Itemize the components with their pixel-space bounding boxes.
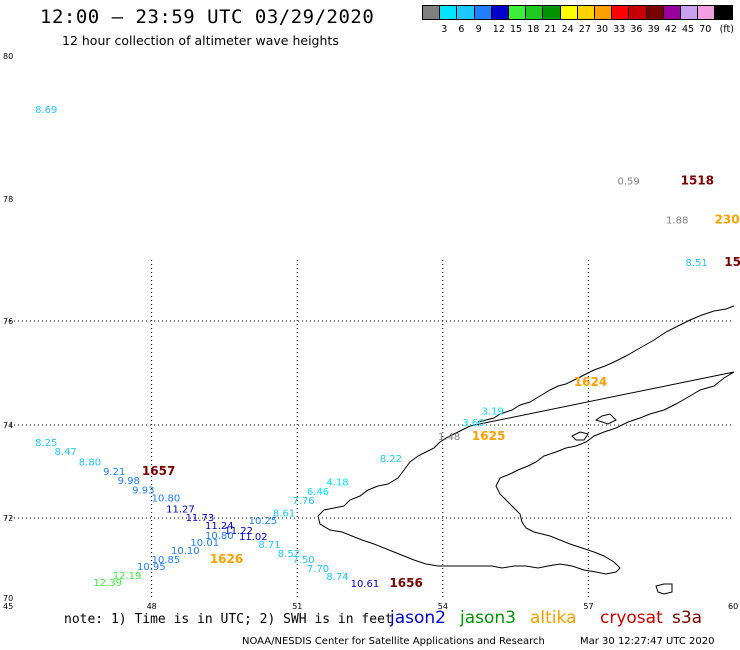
legend-jason3: jason3 bbox=[460, 608, 516, 628]
scale-tick-label: 45 bbox=[682, 24, 695, 35]
wave-height-label: 10.10 bbox=[171, 546, 200, 557]
wave-height-label: 8.71 bbox=[258, 540, 280, 551]
wave-height-label: 9.98 bbox=[118, 476, 140, 487]
observation-time-label: 2301 bbox=[715, 212, 740, 226]
wave-height-label: 8.22 bbox=[380, 454, 402, 465]
observation-time-label: 1518 bbox=[681, 174, 714, 188]
wave-height-label: 7.76 bbox=[292, 496, 314, 507]
scale-tick-label: 18 bbox=[527, 24, 540, 35]
observation-time-label: 1626 bbox=[210, 552, 243, 566]
wave-height-label: 8.25 bbox=[35, 438, 57, 449]
wave-height-label: 10.85 bbox=[152, 555, 181, 566]
observation-time-label: 1517 bbox=[724, 255, 740, 269]
latitude-label: 80 bbox=[3, 52, 13, 61]
longitude-label: 51 bbox=[292, 602, 302, 611]
legend-s3a: s3a bbox=[672, 608, 703, 628]
scale-tick-label: 15 bbox=[510, 24, 523, 35]
latitude-label: 70 bbox=[3, 594, 13, 603]
scale-tick-label: 3 bbox=[441, 24, 448, 35]
wave-height-label: 10.80 bbox=[152, 494, 181, 505]
wave-height-label: 3.19 bbox=[482, 407, 504, 418]
wave-height-label: 10.80 bbox=[205, 531, 234, 542]
wave-height-label: 4.18 bbox=[326, 477, 348, 488]
wave-height-label: 8.69 bbox=[35, 105, 57, 116]
scale-tick-label: 27 bbox=[578, 24, 591, 35]
scale-tick-label: 21 bbox=[544, 24, 557, 35]
wave-height-label: 8.61 bbox=[273, 509, 295, 520]
latitude-label: 78 bbox=[3, 195, 13, 204]
wave-height-label: 11.27 bbox=[166, 504, 195, 515]
longitude-label: 48 bbox=[147, 602, 157, 611]
wave-height-label: 9.93 bbox=[132, 485, 154, 496]
wave-height-label: 8.74 bbox=[326, 572, 348, 583]
legend-jason2: jason2 bbox=[390, 608, 446, 628]
wave-height-label: 3.60 bbox=[462, 418, 484, 429]
latitude-label: 74 bbox=[3, 421, 13, 430]
scale-tick-label: 9 bbox=[475, 24, 482, 35]
scale-tick-label: 36 bbox=[630, 24, 643, 35]
observation-time-label: 1657 bbox=[142, 464, 175, 478]
wave-height-label: 8.52 bbox=[278, 549, 300, 560]
scale-tick-label: 12 bbox=[492, 24, 505, 35]
footnote: note: 1) Time is in UTC; 2) SWH is in fe… bbox=[64, 612, 393, 627]
generation-timestamp: Mar 30 12:27:47 UTC 2020 bbox=[580, 636, 715, 647]
longitude-label: 57 bbox=[583, 602, 593, 611]
wave-height-label: 8.47 bbox=[55, 447, 77, 458]
latitude-label: 76 bbox=[3, 317, 13, 326]
wave-height-label: 9.21 bbox=[103, 467, 125, 478]
scale-tick-label: 6 bbox=[458, 24, 465, 35]
scale-unit-label: (ft) bbox=[719, 24, 734, 35]
latitude-label: 72 bbox=[3, 514, 13, 523]
scale-tick-label: 33 bbox=[613, 24, 626, 35]
wave-height-label: 8.51 bbox=[685, 258, 707, 269]
wave-height-label: 11.02 bbox=[239, 532, 268, 543]
wave-height-label: 11.22 bbox=[224, 526, 253, 537]
scale-tick-label: 39 bbox=[647, 24, 660, 35]
coastline-novaya-zemlya bbox=[317, 305, 735, 595]
scale-tick-label: 24 bbox=[561, 24, 574, 35]
map-title: 12:00 – 23:59 UTC 03/29/2020 bbox=[40, 6, 375, 28]
wave-height-label: 12.19 bbox=[113, 571, 142, 582]
wave-height-label: 0.59 bbox=[618, 177, 640, 188]
scale-tick-label: 42 bbox=[664, 24, 677, 35]
wave-height-label: 1.88 bbox=[666, 215, 688, 226]
observation-time-label: 1624 bbox=[574, 375, 607, 389]
wave-height-label: 11.73 bbox=[186, 513, 215, 524]
lat-lon-grid: 45 48 51 54 57 60 80 78 76 74 72 70 bbox=[3, 52, 738, 611]
longitude-label: 54 bbox=[438, 602, 448, 611]
wave-height-label: 10.01 bbox=[190, 538, 219, 549]
legend-altika: altika bbox=[530, 608, 577, 628]
wave-height-label: 12.39 bbox=[93, 578, 122, 589]
wave-height-label: 8.80 bbox=[79, 457, 101, 468]
wave-height-label: 1.48 bbox=[438, 432, 460, 443]
legend-cryosat: cryosat bbox=[600, 608, 663, 628]
wave-height-label: 10.95 bbox=[137, 562, 166, 573]
map-subtitle: 12 hour collection of altimeter wave hei… bbox=[62, 33, 339, 48]
longitude-label: 60 bbox=[728, 602, 738, 611]
scale-tick-label: 70 bbox=[699, 24, 712, 35]
observation-time-label: 1656 bbox=[389, 576, 422, 590]
credit-line: NOAA/NESDIS Center for Satellite Applica… bbox=[242, 636, 545, 647]
wave-height-label: 7.70 bbox=[307, 564, 329, 575]
scale-tick-label: 30 bbox=[596, 24, 609, 35]
wave-height-observations: 8.69 0.59 1518 1.88 2301 8.51 1517 1624 3.193.60… bbox=[35, 105, 740, 590]
observation-time-label: 1625 bbox=[472, 429, 505, 443]
scale-swatch bbox=[714, 5, 733, 20]
wave-height-label: 11.24 bbox=[205, 521, 234, 532]
wave-height-label: 10.25 bbox=[249, 516, 278, 527]
wave-height-label: 10.61 bbox=[351, 579, 380, 590]
longitude-label: 45 bbox=[3, 602, 13, 611]
wave-height-label: 7.50 bbox=[292, 555, 314, 566]
wave-height-label: 6.46 bbox=[307, 487, 329, 498]
